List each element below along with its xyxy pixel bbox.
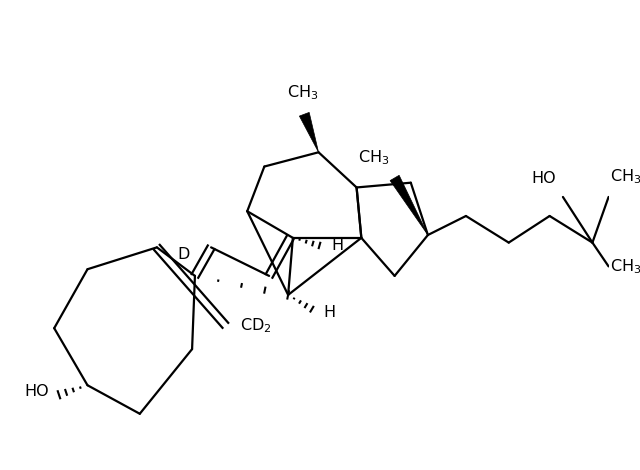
Text: CH$_3$: CH$_3$ bbox=[287, 83, 318, 102]
Text: CH$_3$: CH$_3$ bbox=[358, 148, 390, 166]
Text: CH$_3$: CH$_3$ bbox=[611, 167, 640, 186]
Polygon shape bbox=[300, 112, 319, 152]
Text: D: D bbox=[178, 247, 190, 261]
Text: HO: HO bbox=[532, 171, 556, 186]
Text: CH$_3$: CH$_3$ bbox=[611, 257, 640, 276]
Text: H: H bbox=[331, 238, 343, 253]
Text: H: H bbox=[323, 305, 335, 320]
Text: HO: HO bbox=[25, 384, 49, 400]
Text: CD$_2$: CD$_2$ bbox=[239, 316, 271, 335]
Polygon shape bbox=[390, 175, 428, 235]
